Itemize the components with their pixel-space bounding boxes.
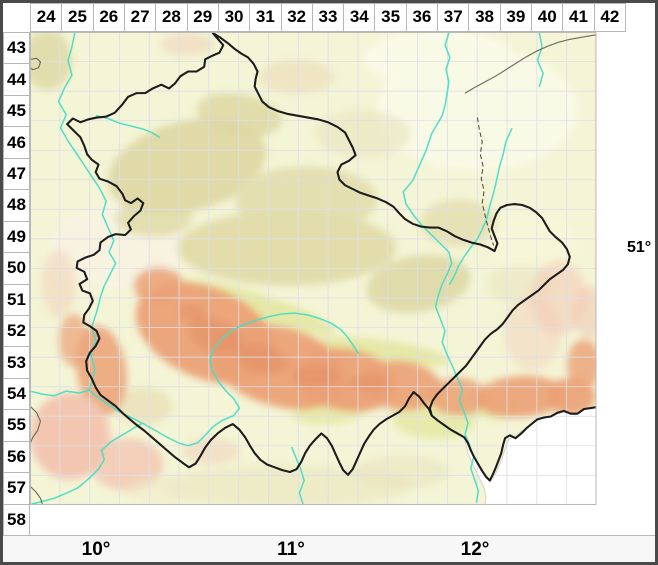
grid-column-label: 40	[531, 3, 564, 32]
grid-row-label: 43	[3, 32, 30, 65]
state-border-outline	[66, 32, 571, 476]
grid-row-label: 54	[3, 377, 30, 411]
map-border-rect	[30, 32, 597, 505]
grid-column-label: 35	[374, 3, 407, 32]
river-werra-main	[30, 312, 360, 447]
river-elster	[449, 128, 513, 285]
neighbor-border-southwest	[30, 405, 42, 445]
grid-row-label: 48	[3, 189, 30, 222]
grid-column-label: 31	[249, 3, 282, 32]
grid-column-label: 33	[311, 3, 345, 32]
longitude-label: 12°	[460, 538, 490, 560]
grid-column-label: 41	[562, 3, 595, 32]
grid-corner-cell	[3, 3, 31, 33]
grid-row-label: 49	[3, 220, 30, 254]
grid-row-label: 51	[3, 283, 30, 316]
grid-row-label: 55	[3, 409, 30, 442]
neighbor-border-fragment	[30, 485, 43, 505]
grid-column-label: 28	[155, 3, 188, 32]
neighbor-borders	[30, 34, 597, 505]
district-border-dashed	[476, 117, 495, 246]
grid-row-label: 47	[3, 157, 30, 191]
grid-row-label: 57	[3, 472, 30, 505]
grid-column-label: 34	[343, 3, 376, 32]
neighbor-border-northeast	[464, 34, 597, 94]
river-saale	[402, 32, 480, 503]
river-werra-lower	[31, 422, 144, 505]
relief-map-canvas	[30, 32, 625, 535]
grid-column-label: 25	[61, 3, 94, 32]
longitude-label: 11°	[277, 538, 305, 560]
grid-column-label: 37	[437, 3, 470, 32]
river-lines	[30, 32, 544, 505]
grid-row-label: 53	[3, 346, 30, 379]
grid-column-label: 30	[217, 3, 251, 32]
river-tributary-nw	[95, 114, 161, 139]
grid-row-label: 45	[3, 94, 30, 128]
national-border-southeast	[430, 406, 597, 482]
latitude-label-strip: 51°	[625, 32, 655, 535]
river-northeast-short	[536, 32, 544, 88]
grid-column-label: 29	[186, 3, 219, 32]
river-south-short	[291, 446, 305, 505]
grid-row-label: 46	[3, 126, 30, 159]
grid-lines	[30, 32, 597, 505]
grid-row-label: 58	[3, 503, 30, 536]
grid-column-label: 38	[468, 3, 501, 32]
grid-row-label: 50	[3, 252, 30, 285]
grid-column-label: 26	[92, 3, 125, 32]
grid-column-label: 42	[593, 3, 626, 32]
relief-map-svg	[30, 32, 597, 505]
grid-row-label: 56	[3, 440, 30, 474]
grid-column-label: 24	[30, 3, 63, 32]
longitude-label: 10°	[81, 538, 111, 560]
grid-row-label: 44	[3, 63, 30, 96]
latitude-label: 51°	[627, 239, 652, 256]
grid-column-label: 39	[499, 3, 533, 32]
river-werra-north	[57, 32, 117, 391]
longitude-label-strip: 10° 11° 12°	[3, 535, 655, 562]
grid-row-label: 52	[3, 314, 30, 348]
neighbor-border-hook-nw	[30, 57, 42, 71]
grid-column-label: 36	[405, 3, 439, 32]
grid-column-label: 32	[280, 3, 313, 32]
grid-column-label: 27	[123, 3, 157, 32]
